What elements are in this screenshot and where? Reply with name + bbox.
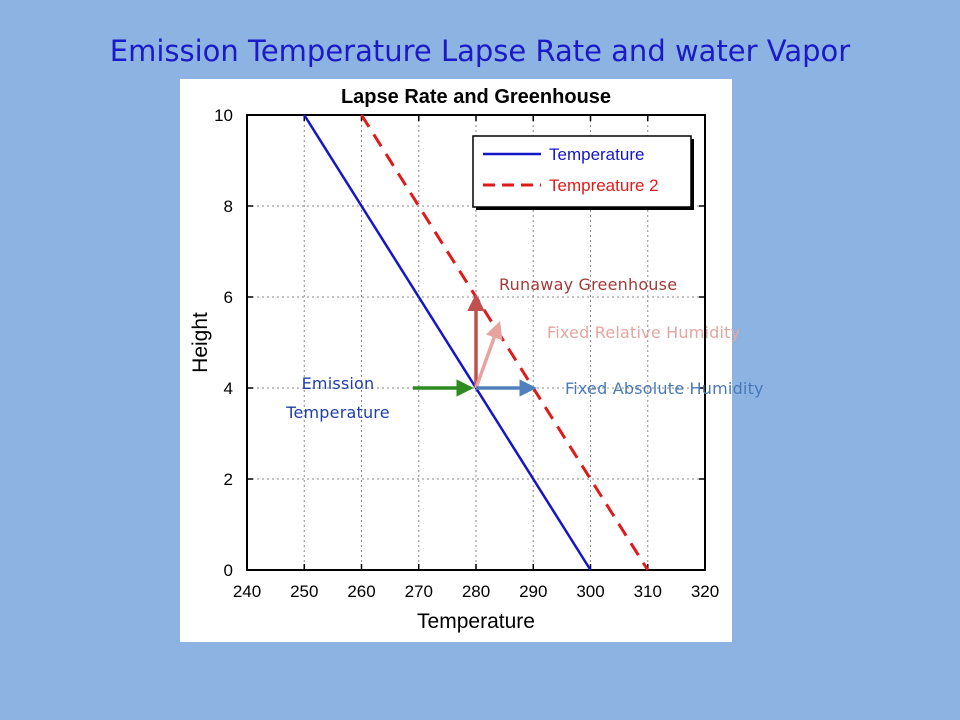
legend-label-1: Temperature — [549, 145, 644, 164]
runaway-greenhouse-note: Runaway Greenhouse — [499, 275, 678, 294]
x-tick-label: 260 — [347, 582, 375, 601]
series-line-2 — [360, 114, 650, 571]
y-tick-label: 8 — [224, 197, 233, 216]
x-tick-label: 290 — [519, 582, 547, 601]
ticks-layer: 240 250 260 270 280 290 300 310 320 0 2 4 6 8 10 — [214, 106, 719, 601]
legend-box — [472, 135, 692, 208]
arrow-layer — [413, 293, 537, 397]
chart-title: Lapse Rate and Greenhouse — [341, 86, 611, 108]
lapse-rate-chart: 240 250 260 270 280 290 300 310 320 0 2 4 6 8 10 Lapse… — [189, 86, 719, 633]
x-tick-label: 250 — [290, 582, 318, 601]
y-tick-label: 2 — [224, 470, 233, 489]
x-axis-label: Temperature — [417, 610, 535, 633]
series-layer — [303, 114, 650, 571]
emission-temperature-note: Emission Temperature — [258, 369, 418, 427]
x-tick-label: 240 — [233, 582, 261, 601]
x-tick-label: 310 — [634, 582, 662, 601]
x-tick-label: 270 — [405, 582, 433, 601]
fixed-absolute-humidity-note: Fixed Absolute Humidity — [565, 379, 764, 398]
series-line-1 — [303, 114, 592, 571]
y-tick-label: 10 — [214, 106, 233, 125]
emission-note-line2: Temperature — [286, 403, 390, 422]
y-axis-label: Height — [189, 312, 212, 373]
emission-note-line1: Emission — [301, 374, 375, 393]
fixed-relative-humidity-arrow — [474, 321, 503, 389]
legend: Temperature Tempreature 2 — [472, 135, 694, 210]
y-tick-label: 6 — [224, 288, 233, 307]
y-tick-label: 4 — [224, 379, 233, 398]
x-tick-label: 320 — [691, 582, 719, 601]
legend-label-2: Tempreature 2 — [549, 176, 659, 195]
x-tick-label: 300 — [576, 582, 604, 601]
x-tick-label: 280 — [462, 582, 490, 601]
fixed-relative-humidity-note: Fixed Relative Humidity — [547, 323, 741, 342]
y-tick-label: 0 — [224, 561, 233, 580]
chart-panel: 240 250 260 270 280 290 300 310 320 0 2 4 6 8 10 Lapse… — [180, 79, 732, 642]
slide-title: Emission Temperature Lapse Rate and wate… — [109, 34, 851, 68]
